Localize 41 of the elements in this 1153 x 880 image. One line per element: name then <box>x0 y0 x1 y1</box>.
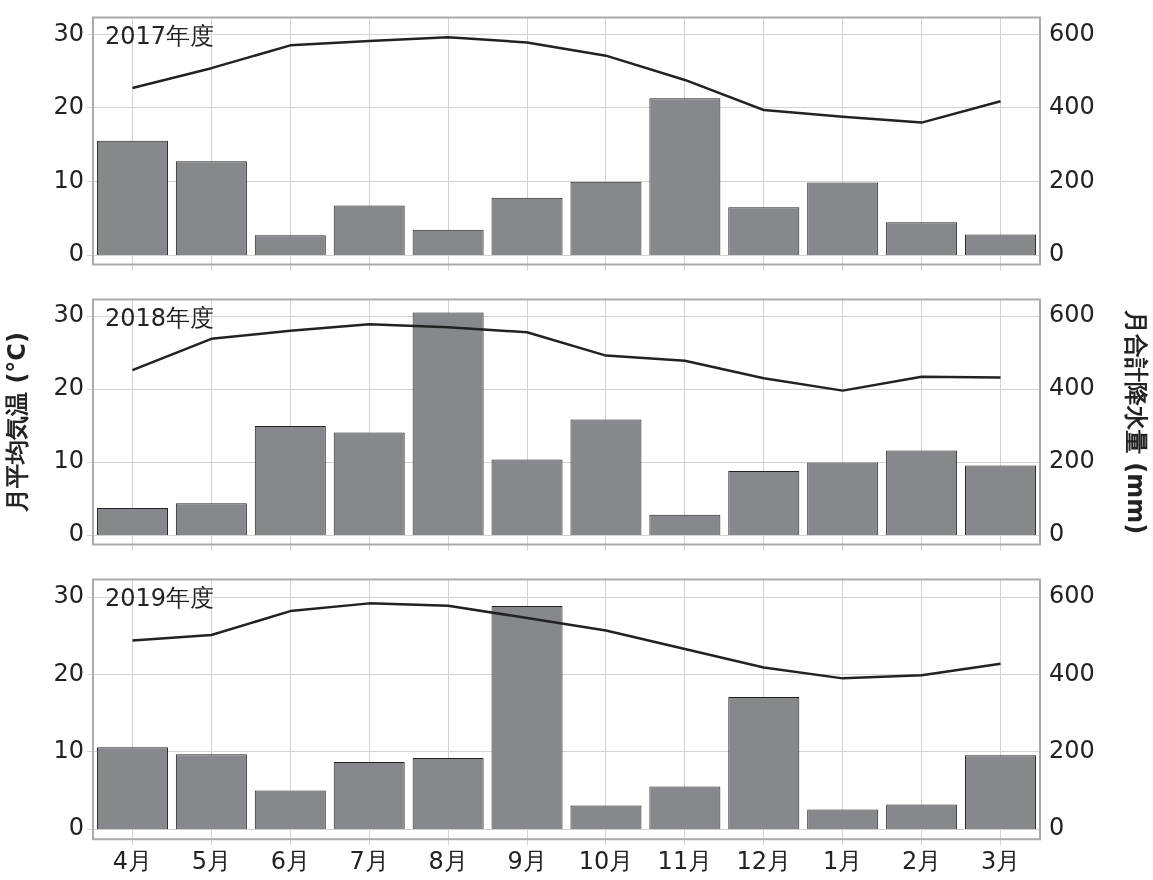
y-tick-label: 20 <box>53 658 84 687</box>
y2-tick-label: 400 <box>1049 92 1095 121</box>
x-tick-label: 10月 <box>578 846 634 875</box>
y2-tick-label: 200 <box>1049 736 1095 765</box>
y2-tick-label: 600 <box>1049 300 1095 329</box>
x-tick-label: 7月 <box>349 846 389 875</box>
x-tick-label: 12月 <box>736 846 792 875</box>
x-tick-label: 3月 <box>980 846 1021 875</box>
chart-title: 2018年度 <box>105 303 215 332</box>
y-tick-label: 30 <box>53 300 84 329</box>
x-tick-label: 9月 <box>507 846 547 875</box>
y-tick-label: 10 <box>53 736 84 765</box>
y2-tick-label: 0 <box>1049 239 1065 268</box>
chart-title: 2019年度 <box>105 583 215 612</box>
chart-title: 2017年度 <box>105 21 215 50</box>
x-tick-label: 8月 <box>428 846 468 875</box>
x-tick-label: 5月 <box>191 846 232 875</box>
y2-tick-label: 600 <box>1049 18 1095 47</box>
x-tick-label: 1月 <box>823 846 863 875</box>
y-tick-label: 0 <box>68 519 84 548</box>
y-tick-label: 30 <box>53 18 84 47</box>
x-tick-label: 6月 <box>270 846 310 875</box>
y-tick-label: 20 <box>53 92 84 121</box>
y-tick-label: 20 <box>53 373 84 402</box>
y-tick-label: 0 <box>68 813 84 842</box>
y-tick-label: 10 <box>53 165 84 194</box>
y2-tick-label: 0 <box>1049 519 1065 548</box>
y2-tick-label: 600 <box>1049 581 1095 610</box>
x-tick-label: 4月 <box>112 846 153 875</box>
y2-tick-label: 400 <box>1049 373 1095 402</box>
y2-tick-label: 0 <box>1049 813 1065 842</box>
y2-tick-label: 200 <box>1049 446 1095 475</box>
y-axis-title: 月平均気温 (°C) <box>2 332 31 513</box>
x-tick-label: 2月 <box>901 846 942 875</box>
x-tick-label: 11月 <box>657 846 713 875</box>
y-tick-label: 0 <box>68 239 84 268</box>
y2-axis-title: 月合計降水量 (mm) <box>1122 308 1151 535</box>
y2-tick-label: 200 <box>1049 165 1095 194</box>
y-tick-label: 10 <box>53 446 84 475</box>
y2-tick-label: 400 <box>1049 658 1095 687</box>
y-tick-label: 30 <box>53 581 84 610</box>
